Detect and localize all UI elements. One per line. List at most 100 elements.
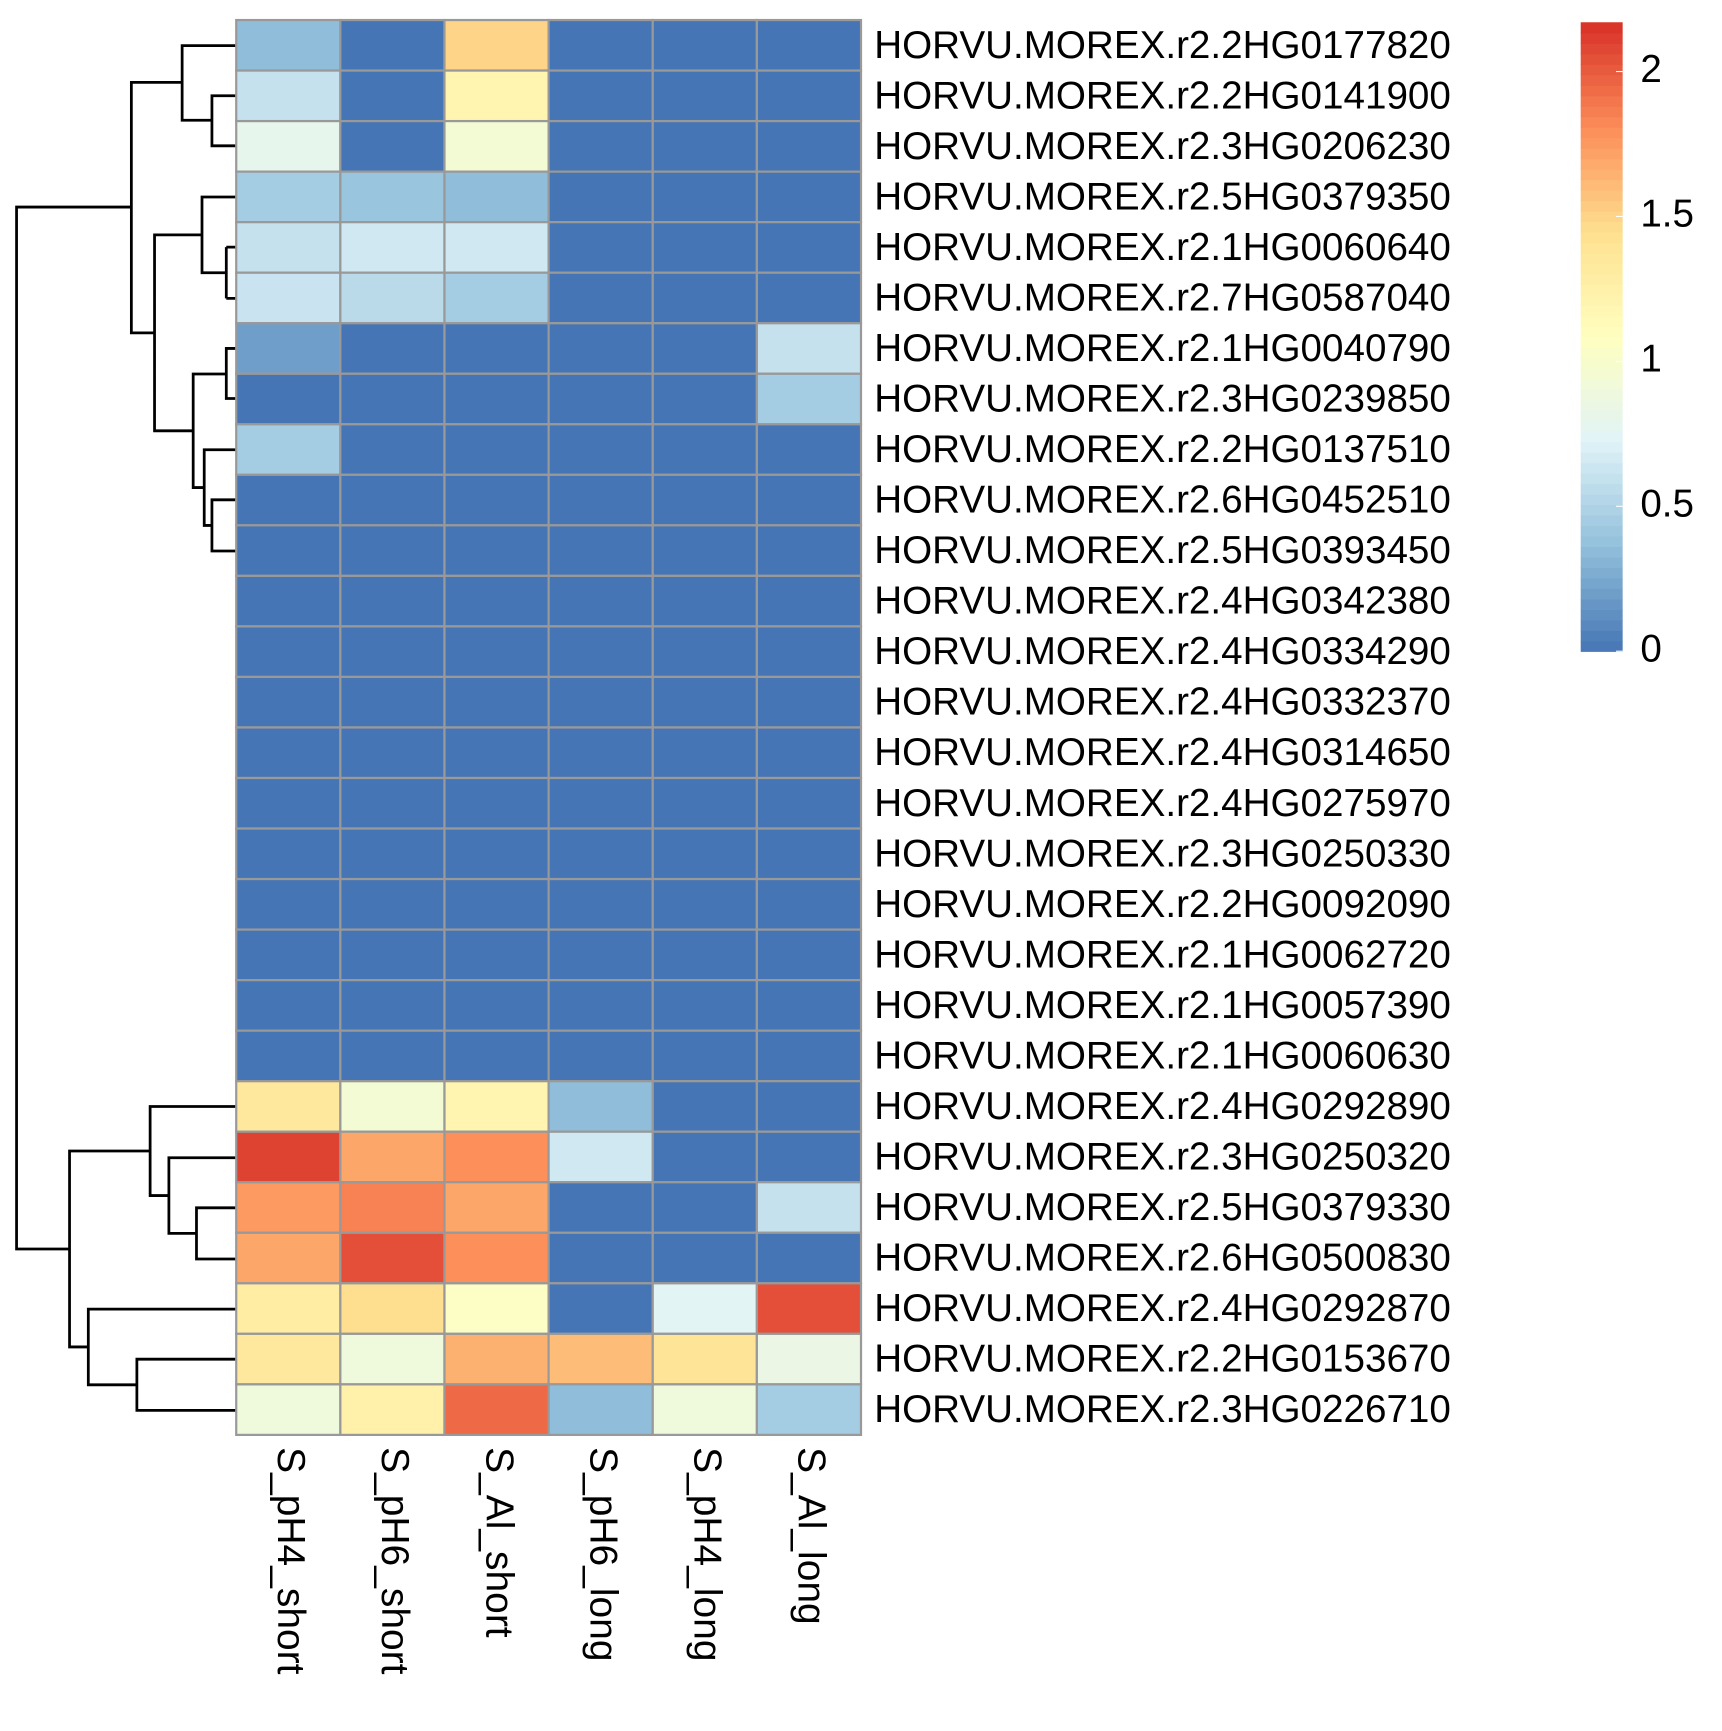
colorbar-segment	[1580, 315, 1623, 327]
row-label: HORVU.MOREX.r2.4HG0334290	[874, 630, 1451, 673]
colorbar-segment	[1580, 252, 1623, 265]
heatmap-cell	[755, 1029, 863, 1083]
heatmap-cell	[235, 1029, 342, 1083]
dendrogram	[15, 44, 237, 1412]
row-label: HORVU.MOREX.r2.4HG0332370	[874, 681, 1451, 724]
heatmap-cell	[755, 423, 863, 476]
heatmap-cell	[443, 1282, 550, 1335]
colorbar-segment	[1580, 452, 1623, 464]
colorbar-segment	[1580, 609, 1623, 621]
heatmap-cell	[339, 1383, 446, 1437]
heatmap-cell	[339, 372, 446, 426]
column-label: S_pH4_long	[686, 1447, 729, 1661]
heatmap-cell	[339, 1130, 446, 1184]
colorbar-segment	[1580, 567, 1623, 579]
colorbar-segment	[1580, 546, 1623, 558]
colorbar-segment	[1580, 336, 1623, 348]
row-label: HORVU.MOREX.r2.5HG0393450	[874, 529, 1451, 572]
colorbar-tick-label: 1.5	[1640, 193, 1694, 236]
colorbar-segment	[1580, 137, 1623, 149]
colorbar-segment	[1580, 22, 1623, 34]
row-label: HORVU.MOREX.r2.3HG0239850	[874, 377, 1451, 420]
heatmap-cell	[547, 726, 654, 780]
heatmap-cell	[339, 221, 446, 274]
heatmap-cell	[339, 979, 446, 1032]
heatmap-cell	[339, 18, 446, 72]
heatmap-cell	[651, 1282, 758, 1335]
colorbar-segment	[1580, 116, 1623, 128]
heatmap-cell	[755, 928, 863, 982]
colorbar-segment	[1580, 347, 1623, 359]
heatmap-cell	[339, 524, 446, 577]
heatmap-cell	[547, 827, 654, 881]
colorbar-segment	[1580, 630, 1623, 642]
heatmap-cell	[235, 827, 342, 881]
heatmap-cell	[547, 1332, 654, 1386]
heatmap-cell	[339, 1080, 446, 1133]
row-label: HORVU.MOREX.r2.2HG0153670	[874, 1337, 1451, 1380]
colorbar-segment	[1580, 378, 1623, 390]
heatmap-cell	[651, 473, 758, 527]
colorbar-segment	[1580, 598, 1623, 610]
colorbar-segment	[1580, 74, 1623, 86]
colorbar-segment	[1580, 127, 1623, 139]
heatmap-cell	[547, 423, 654, 476]
heatmap-cell	[547, 625, 654, 679]
heatmap-cell	[443, 221, 550, 274]
colorbar-segment	[1580, 389, 1623, 401]
heatmap-cell	[339, 574, 446, 628]
heatmap-cell	[755, 1181, 863, 1234]
heatmap-cell	[443, 726, 550, 780]
heatmap-cell	[339, 119, 446, 173]
heatmap-cell	[651, 877, 758, 931]
row-label: HORVU.MOREX.r2.2HG0177820	[874, 24, 1451, 67]
colorbar-segment	[1580, 263, 1623, 275]
row-label: HORVU.MOREX.r2.1HG0057390	[874, 984, 1451, 1027]
heatmap-cell	[339, 726, 446, 780]
colorbar-segment	[1580, 284, 1623, 296]
heatmap-cell	[651, 423, 758, 476]
heatmap-cell	[235, 574, 342, 628]
heatmap-cell	[339, 1181, 446, 1234]
heatmap-cell	[339, 877, 446, 931]
heatmap-cell	[235, 473, 342, 527]
heatmap-cell	[547, 473, 654, 527]
heatmap-cell	[339, 1231, 446, 1285]
heatmap-cell	[339, 271, 446, 325]
heatmap-cell	[443, 1080, 550, 1133]
row-label: HORVU.MOREX.r2.6HG0452510	[874, 478, 1451, 521]
row-label: HORVU.MOREX.r2.4HG0292870	[874, 1287, 1451, 1330]
heatmap-cell	[651, 726, 758, 780]
colorbar-tick-label: 0.5	[1640, 482, 1694, 525]
heatmap-cell	[235, 119, 342, 173]
row-label: HORVU.MOREX.r2.2HG0141900	[874, 74, 1451, 117]
colorbar-segment	[1580, 399, 1623, 411]
heatmap-cell	[755, 69, 863, 123]
heatmap-cell	[547, 1130, 654, 1184]
heatmap-cell	[651, 979, 758, 1032]
colorbar-segment	[1580, 221, 1623, 233]
row-label: HORVU.MOREX.r2.1HG0062720	[874, 933, 1451, 976]
heatmap-cell	[755, 574, 863, 628]
heatmap-cell	[443, 271, 550, 325]
colorbar-tick-label: 0	[1640, 627, 1661, 670]
colorbar-segment	[1580, 577, 1623, 589]
colorbar-segment	[1580, 189, 1623, 202]
heatmap-cell	[443, 69, 550, 123]
heatmap-cell	[755, 1282, 863, 1335]
heatmap-cell	[651, 574, 758, 628]
heatmap-cell	[651, 1231, 758, 1285]
row-label: HORVU.MOREX.r2.1HG0040790	[874, 327, 1451, 370]
heatmap-cell	[235, 524, 342, 577]
heatmap-cell	[339, 1282, 446, 1335]
heatmap-cell	[651, 1029, 758, 1083]
row-label: HORVU.MOREX.r2.3HG0206230	[874, 125, 1451, 168]
heatmap-cell	[443, 979, 550, 1032]
heatmap-cell	[651, 18, 758, 72]
heatmap-cell	[443, 776, 550, 830]
heatmap-cell	[235, 776, 342, 830]
heatmap-cell	[755, 221, 863, 274]
heatmap-cell	[755, 119, 863, 173]
heatmap-cell	[651, 524, 758, 577]
heatmap-cell	[651, 827, 758, 881]
